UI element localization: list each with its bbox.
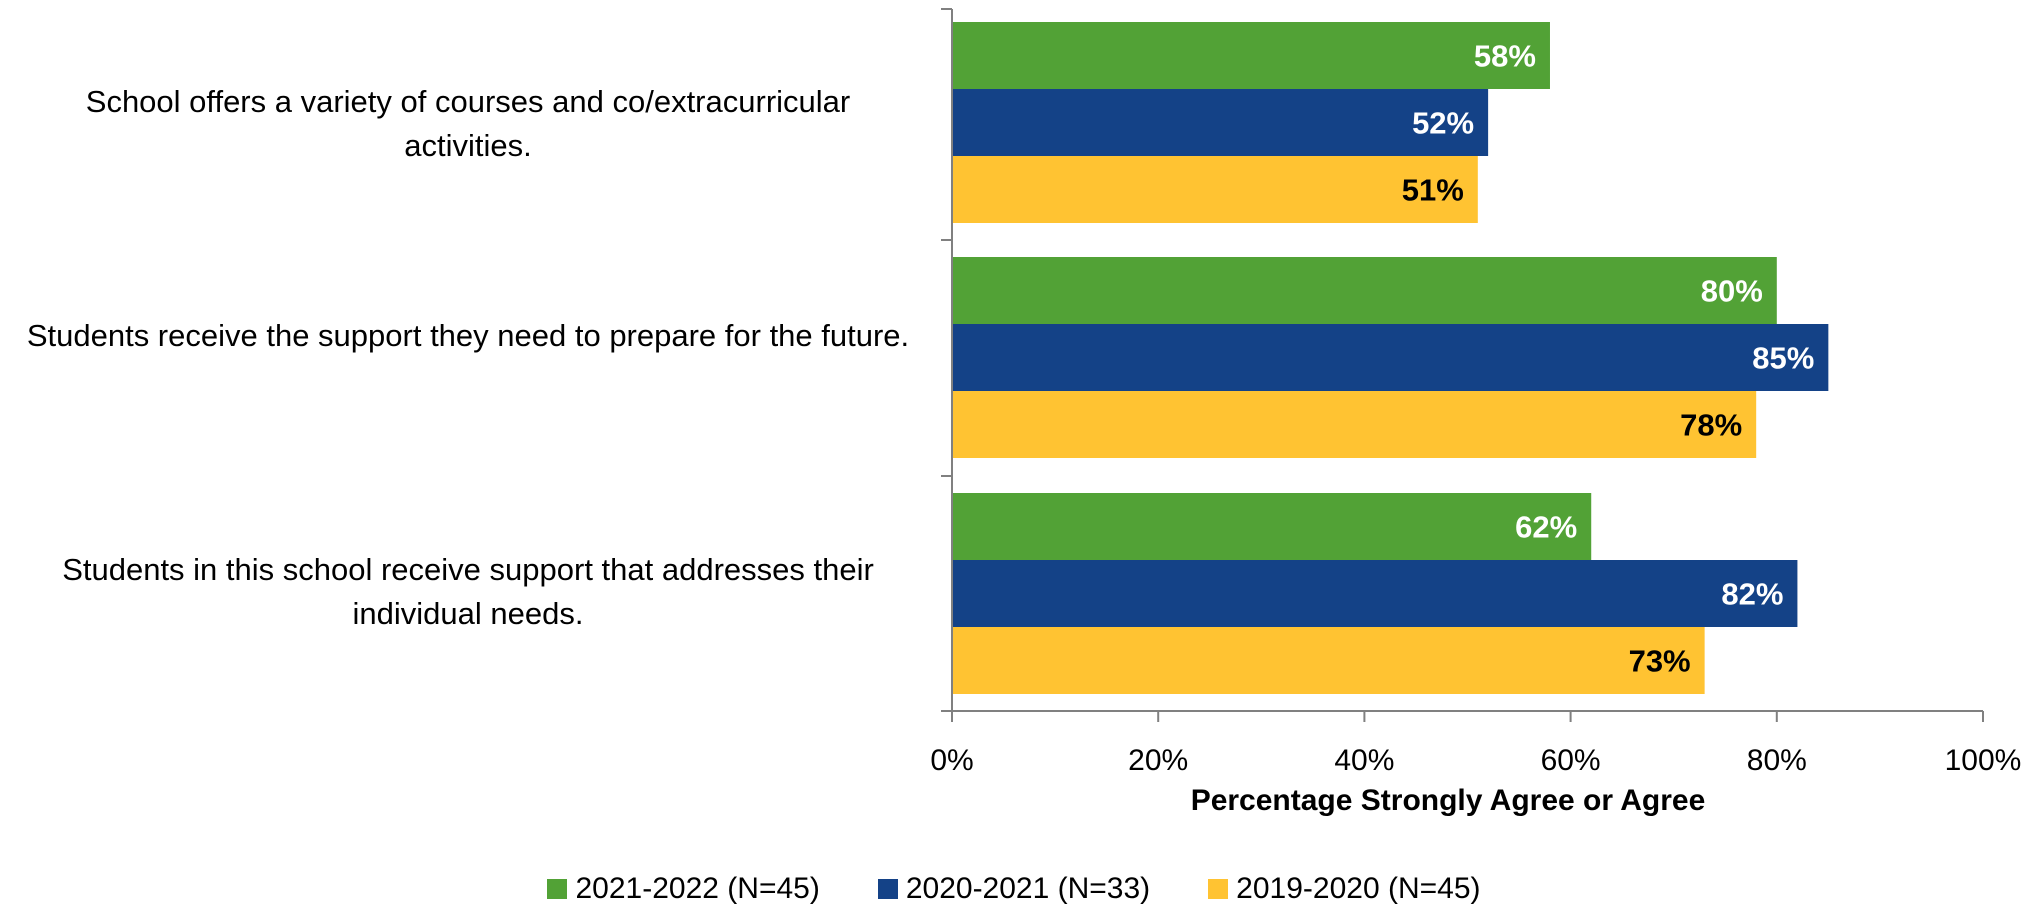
category-label-1: School offers a variety of courses and c… — [85, 84, 851, 163]
data-label-3-series-3: 73% — [1629, 644, 1691, 679]
legend-swatch-2 — [877, 879, 898, 899]
bar-2-series-2 — [952, 324, 1829, 391]
x-tick-label-3: 40% — [1334, 744, 1394, 777]
x-axis-title: Percentage Strongly Agree or Agree — [1191, 784, 1706, 817]
axes-group: 0% 20% 40% 60% 80% 100% — [930, 8, 2022, 777]
data-label-1-series-3: 51% — [1402, 173, 1464, 208]
legend: 2021-2022 (N=45) 2020-2021 (N=33) 2019-202… — [0, 872, 2028, 906]
data-label-3-series-1: 62% — [1515, 510, 1577, 545]
data-label-1-series-1: 58% — [1474, 39, 1536, 74]
legend-item-2: 2020-2021 (N=33) — [877, 872, 1151, 906]
data-label-2-series-1: 80% — [1701, 274, 1763, 309]
x-tick-label-5: 80% — [1747, 744, 1807, 777]
category-label-2: Students receive the support they need t… — [26, 318, 910, 353]
legend-item-1: 2021-2022 (N=45) — [547, 872, 820, 906]
legend-label-2: 2020-2021 (N=33) — [905, 872, 1151, 905]
bar-3-series-3 — [952, 627, 1705, 694]
bar-2-series-1 — [952, 257, 1777, 324]
x-tick-label-6: 100% — [1945, 744, 2022, 777]
data-labels-group: 58%52% 51% 80% 85% 78% 62% 82% 73% — [1402, 39, 1815, 679]
bar-1-series-1 — [952, 22, 1550, 89]
data-label-2-series-3: 78% — [1680, 408, 1742, 443]
x-tick-label-2: 20% — [1128, 744, 1188, 777]
data-label-2-series-2: 85% — [1752, 341, 1814, 376]
bar-2-series-3 — [952, 391, 1757, 458]
bars-group — [952, 22, 1829, 694]
x-tick-label-4: 60% — [1541, 744, 1601, 777]
bar-1-series-3 — [952, 156, 1478, 223]
legend-label-1: 2021-2022 (N=45) — [575, 872, 820, 905]
bar-1-series-2 — [952, 89, 1489, 156]
bar-3-series-2 — [952, 560, 1798, 627]
data-label-1-series-2: 52% — [1412, 106, 1474, 141]
legend-label-3: 2019-2020 (N=45) — [1236, 872, 1481, 905]
data-label-3-series-2: 82% — [1721, 577, 1783, 612]
legend-item-3: 2019-2020 (N=45) — [1208, 872, 1481, 906]
legend-swatch-1 — [547, 879, 568, 899]
legend-swatch-3 — [1208, 879, 1229, 899]
x-tick-label-1: 0% — [930, 744, 973, 777]
bar-3-series-1 — [952, 493, 1592, 560]
category-label-3: Students in this school receive support … — [62, 552, 874, 631]
